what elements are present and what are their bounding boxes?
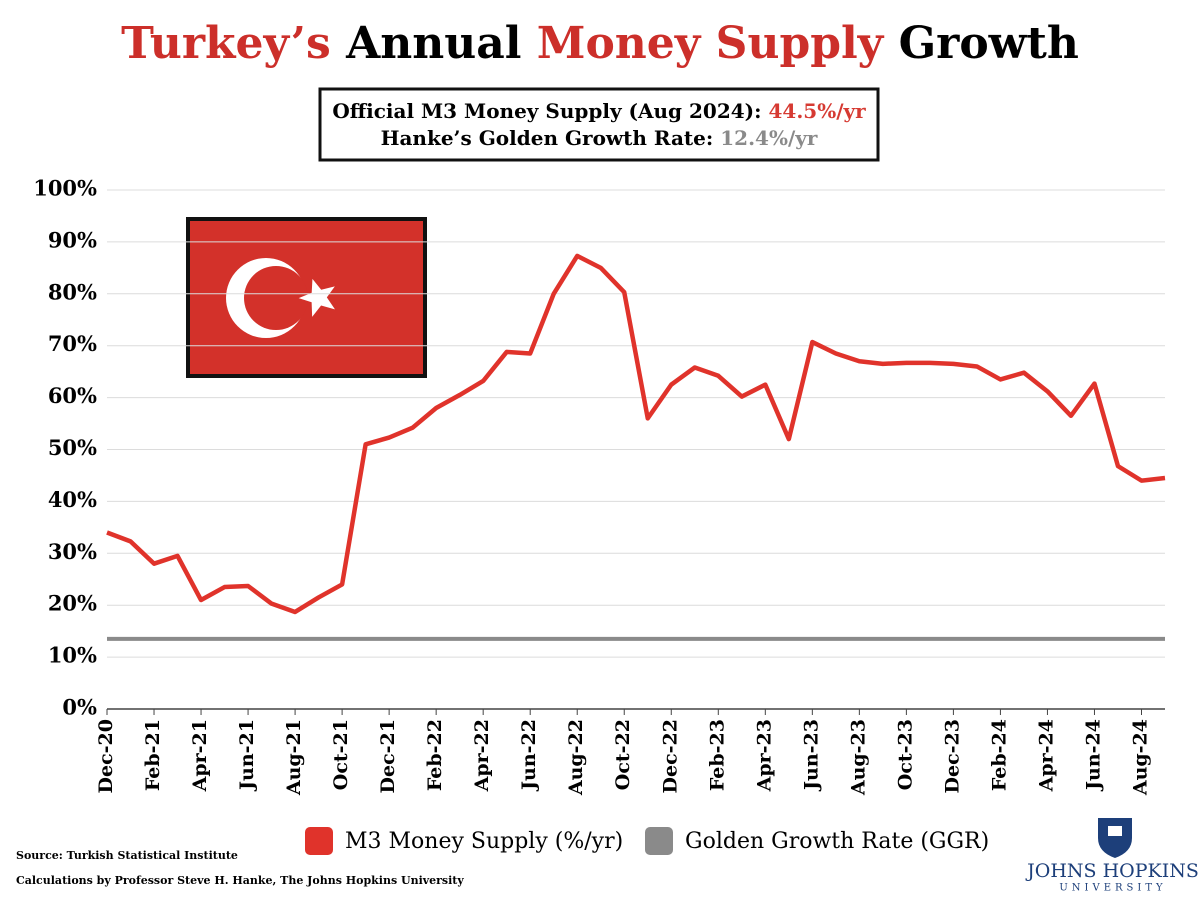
- y-tick-label: 30%: [48, 539, 97, 564]
- legend-label: M3 Money Supply (%/yr): [345, 829, 623, 854]
- y-tick-label: 0%: [62, 695, 97, 720]
- x-tick-label: Dec-22: [659, 719, 681, 793]
- x-tick-label: Apr-24: [1035, 719, 1057, 792]
- y-tick-label: 20%: [48, 591, 97, 616]
- chart-title: Turkey’s Annual Money Supply Growth: [121, 18, 1079, 69]
- flag: [186, 217, 427, 378]
- x-tick-label: Dec-20: [95, 719, 117, 793]
- logo-name: JOHNS HOPKINS: [1025, 860, 1199, 882]
- title-part: Growth: [899, 18, 1079, 69]
- logo-sub: UNIVERSITY: [1059, 883, 1166, 894]
- x-tick-label: Jun-24: [1082, 719, 1104, 792]
- logo-shield: [1098, 818, 1132, 858]
- x-tick-label: Feb-23: [706, 719, 728, 791]
- y-tick-label: 70%: [48, 331, 97, 356]
- x-tick-label: Apr-22: [471, 719, 493, 792]
- x-tick-label: Oct-21: [330, 719, 352, 790]
- info-part: 44.5%/yr: [768, 99, 866, 123]
- y-tick-label: 10%: [48, 643, 97, 668]
- y-tick-label: 50%: [48, 435, 97, 460]
- x-tick-label: Aug-23: [847, 719, 869, 796]
- x-tick-label: Feb-22: [424, 719, 446, 791]
- y-tick-label: 80%: [48, 279, 97, 304]
- x-tick-label: Aug-21: [283, 719, 305, 796]
- info-part: Official M3 Money Supply (Aug 2024):: [332, 99, 761, 123]
- x-tick-label: Jun-22: [518, 719, 540, 792]
- x-tick-label: Aug-24: [1129, 719, 1151, 796]
- y-tick-label: 100%: [33, 176, 97, 201]
- x-tick-label: Apr-23: [753, 719, 775, 792]
- info-line: Hanke’s Golden Growth Rate: 12.4%/yr: [381, 126, 818, 150]
- x-tick-label: Aug-22: [565, 719, 587, 796]
- legend-swatch: [305, 827, 333, 855]
- x-tick-label: Feb-24: [988, 719, 1010, 791]
- x-tick-label: Feb-21: [142, 719, 164, 791]
- x-tick-label: Oct-23: [894, 719, 916, 790]
- x-tick-label: Dec-23: [941, 719, 963, 793]
- y-tick-label: 60%: [48, 383, 97, 408]
- legend-swatch: [645, 827, 673, 855]
- x-tick-label: Jun-21: [236, 719, 258, 792]
- info-line: Official M3 Money Supply (Aug 2024): 44.…: [332, 99, 866, 123]
- x-tick-label: Oct-22: [612, 719, 634, 790]
- title-part: Money Supply: [537, 18, 885, 69]
- source-note: Source: Turkish Statistical Institute: [16, 849, 238, 862]
- x-tick-label: Jun-23: [800, 719, 822, 792]
- title-part: Annual: [345, 18, 521, 69]
- series-line: [106, 253, 1166, 615]
- title-part: Turkey’s: [121, 18, 331, 69]
- info-part: Hanke’s Golden Growth Rate:: [381, 126, 714, 150]
- info-part: 12.4%/yr: [720, 126, 818, 150]
- y-tick-label: 90%: [48, 227, 97, 252]
- x-tick-label: Dec-21: [377, 719, 399, 793]
- info-box: [318, 87, 880, 162]
- y-tick-label: 40%: [48, 487, 97, 512]
- source-note: Calculations by Professor Steve H. Hanke…: [16, 874, 464, 887]
- x-tick-label: Apr-21: [189, 719, 211, 792]
- legend-label: Golden Growth Rate (GGR): [685, 829, 989, 854]
